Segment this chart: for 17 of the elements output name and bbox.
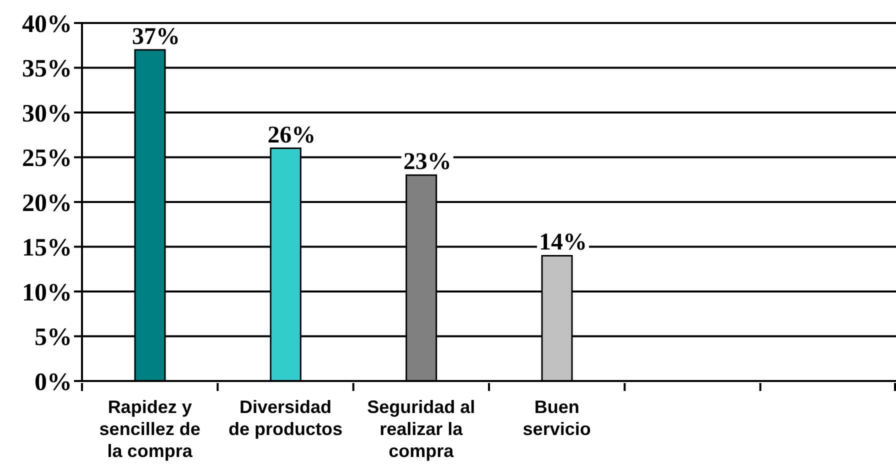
data-label: 26% — [268, 122, 316, 148]
x-tick-label: Seguridad al realizar la compra — [367, 397, 476, 461]
data-label: 23% — [403, 149, 452, 176]
y-tick-label: 0% — [34, 368, 72, 396]
y-tick-label: 20% — [22, 190, 72, 217]
y-tick-label: 10% — [22, 279, 72, 306]
y-tick-label: 5% — [34, 324, 72, 352]
data-label: 14% — [539, 230, 587, 256]
y-tick-label: 15% — [22, 234, 72, 262]
y-tick-label: 40% — [22, 10, 72, 38]
data-label: 37% — [132, 24, 180, 50]
y-tick-label: 25% — [22, 145, 72, 172]
y-tick-label: 35% — [22, 56, 72, 83]
x-tick-label: Buen servicio — [522, 397, 591, 439]
x-tick-label: Rapidez y sencillez de la compra — [99, 397, 200, 461]
x-tick-label: Diversidad de productos — [228, 397, 343, 439]
y-tick-label: 30% — [22, 100, 72, 128]
